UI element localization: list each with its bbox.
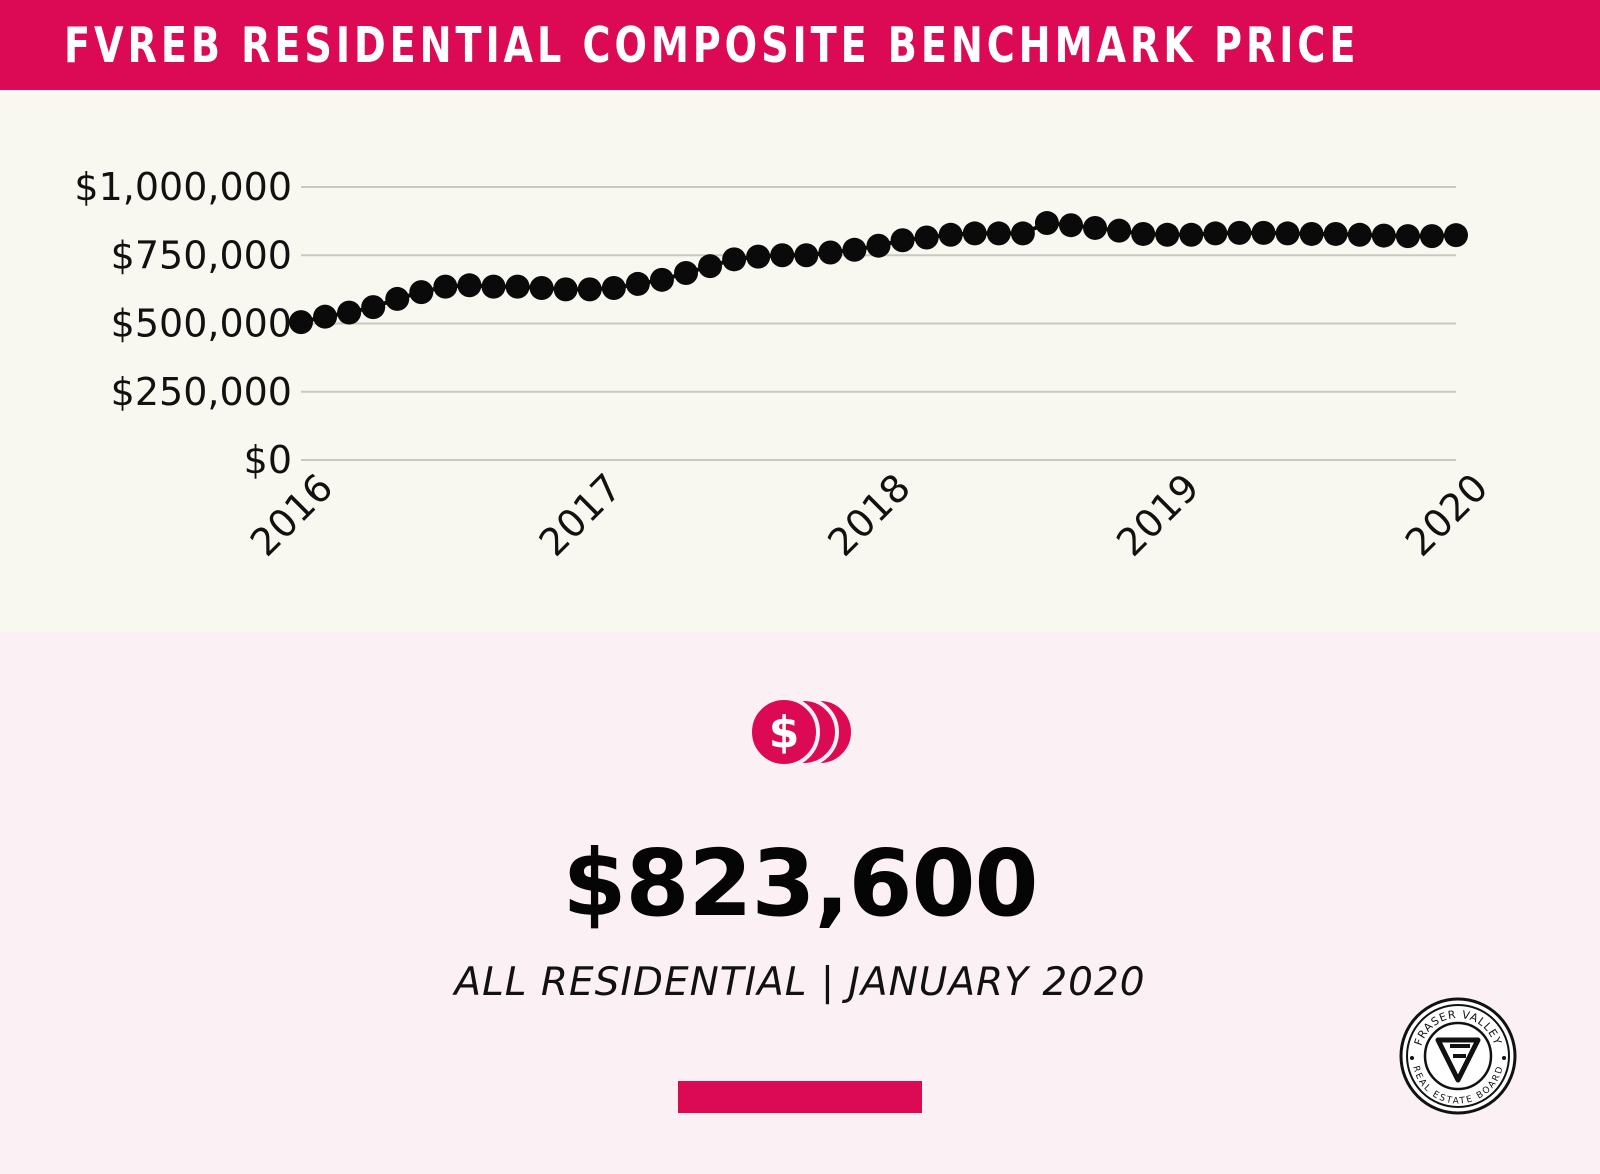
data-point — [1179, 222, 1204, 247]
y-tick-label: $1,000,000 — [74, 165, 292, 209]
data-point — [794, 243, 819, 268]
data-point — [1107, 218, 1132, 243]
data-point — [1275, 221, 1300, 246]
data-point — [1444, 223, 1468, 248]
data-point — [1034, 211, 1059, 236]
benchmark-caption: ALL RESIDENTIAL | JANUARY 2020 — [454, 960, 1146, 1005]
data-point — [1299, 221, 1324, 246]
data-point — [649, 267, 674, 292]
data-point — [289, 310, 313, 335]
data-point — [890, 228, 915, 253]
data-point — [698, 254, 723, 279]
y-tick-label: $0 — [244, 438, 292, 482]
svg-text:$: $ — [769, 707, 800, 758]
data-point — [433, 274, 458, 299]
x-tick-label: 2018 — [819, 465, 919, 565]
data-point — [962, 221, 987, 246]
x-tick-label: 2019 — [1108, 465, 1208, 565]
y-tick-label: $500,000 — [111, 302, 292, 346]
data-point — [481, 274, 506, 299]
header-banner: FVREB RESIDENTIAL COMPOSITE BENCHMARK PR… — [0, 0, 1600, 90]
data-point — [746, 244, 771, 269]
page-title: FVREB RESIDENTIAL COMPOSITE BENCHMARK PR… — [64, 17, 1360, 74]
data-point — [1323, 221, 1348, 246]
chart-panel: $0 $250,000 $500,000 $750,000 $1,000,000 2016… — [0, 90, 1600, 632]
data-point — [553, 277, 578, 302]
data-point — [1251, 220, 1276, 245]
data-point — [1083, 215, 1108, 240]
data-point — [1155, 222, 1180, 247]
data-point — [385, 286, 410, 311]
data-point — [986, 221, 1011, 246]
data-point — [313, 304, 338, 329]
y-tick-label: $750,000 — [111, 233, 292, 277]
benchmark-value: $823,600 — [562, 830, 1038, 937]
data-point — [1203, 221, 1228, 246]
data-point — [361, 295, 386, 320]
data-point — [1395, 224, 1420, 249]
fvreb-logo: FRASER VALLEY REAL ESTATE BOARD — [1399, 997, 1517, 1115]
data-point — [1227, 220, 1252, 245]
x-tick-label: 2017 — [531, 465, 631, 565]
data-point — [1419, 224, 1444, 249]
data-point — [529, 276, 554, 301]
accent-divider — [678, 1081, 922, 1113]
data-point — [1059, 213, 1083, 238]
data-point — [770, 243, 795, 268]
data-point — [914, 225, 939, 250]
data-point — [842, 237, 867, 262]
data-point — [625, 271, 650, 296]
data-point — [601, 276, 626, 301]
data-point — [337, 300, 362, 325]
data-point — [722, 247, 747, 272]
data-point — [818, 240, 843, 265]
data-point — [1010, 221, 1035, 246]
data-point — [866, 233, 891, 258]
data-point — [1347, 222, 1372, 247]
benchmark-price-chart: $0$250,000$500,000$750,000$1,000,0002016… — [74, 165, 1497, 565]
data-point — [1371, 223, 1396, 248]
data-point — [938, 222, 963, 247]
data-point — [457, 273, 482, 298]
data-point — [505, 274, 530, 299]
data-point — [577, 277, 602, 302]
coins-icon: $ — [748, 696, 855, 768]
y-tick-label: $250,000 — [111, 370, 292, 414]
data-point — [1131, 221, 1156, 246]
data-point — [409, 280, 434, 305]
data-point — [674, 260, 698, 285]
x-tick-label: 2020 — [1397, 465, 1497, 565]
